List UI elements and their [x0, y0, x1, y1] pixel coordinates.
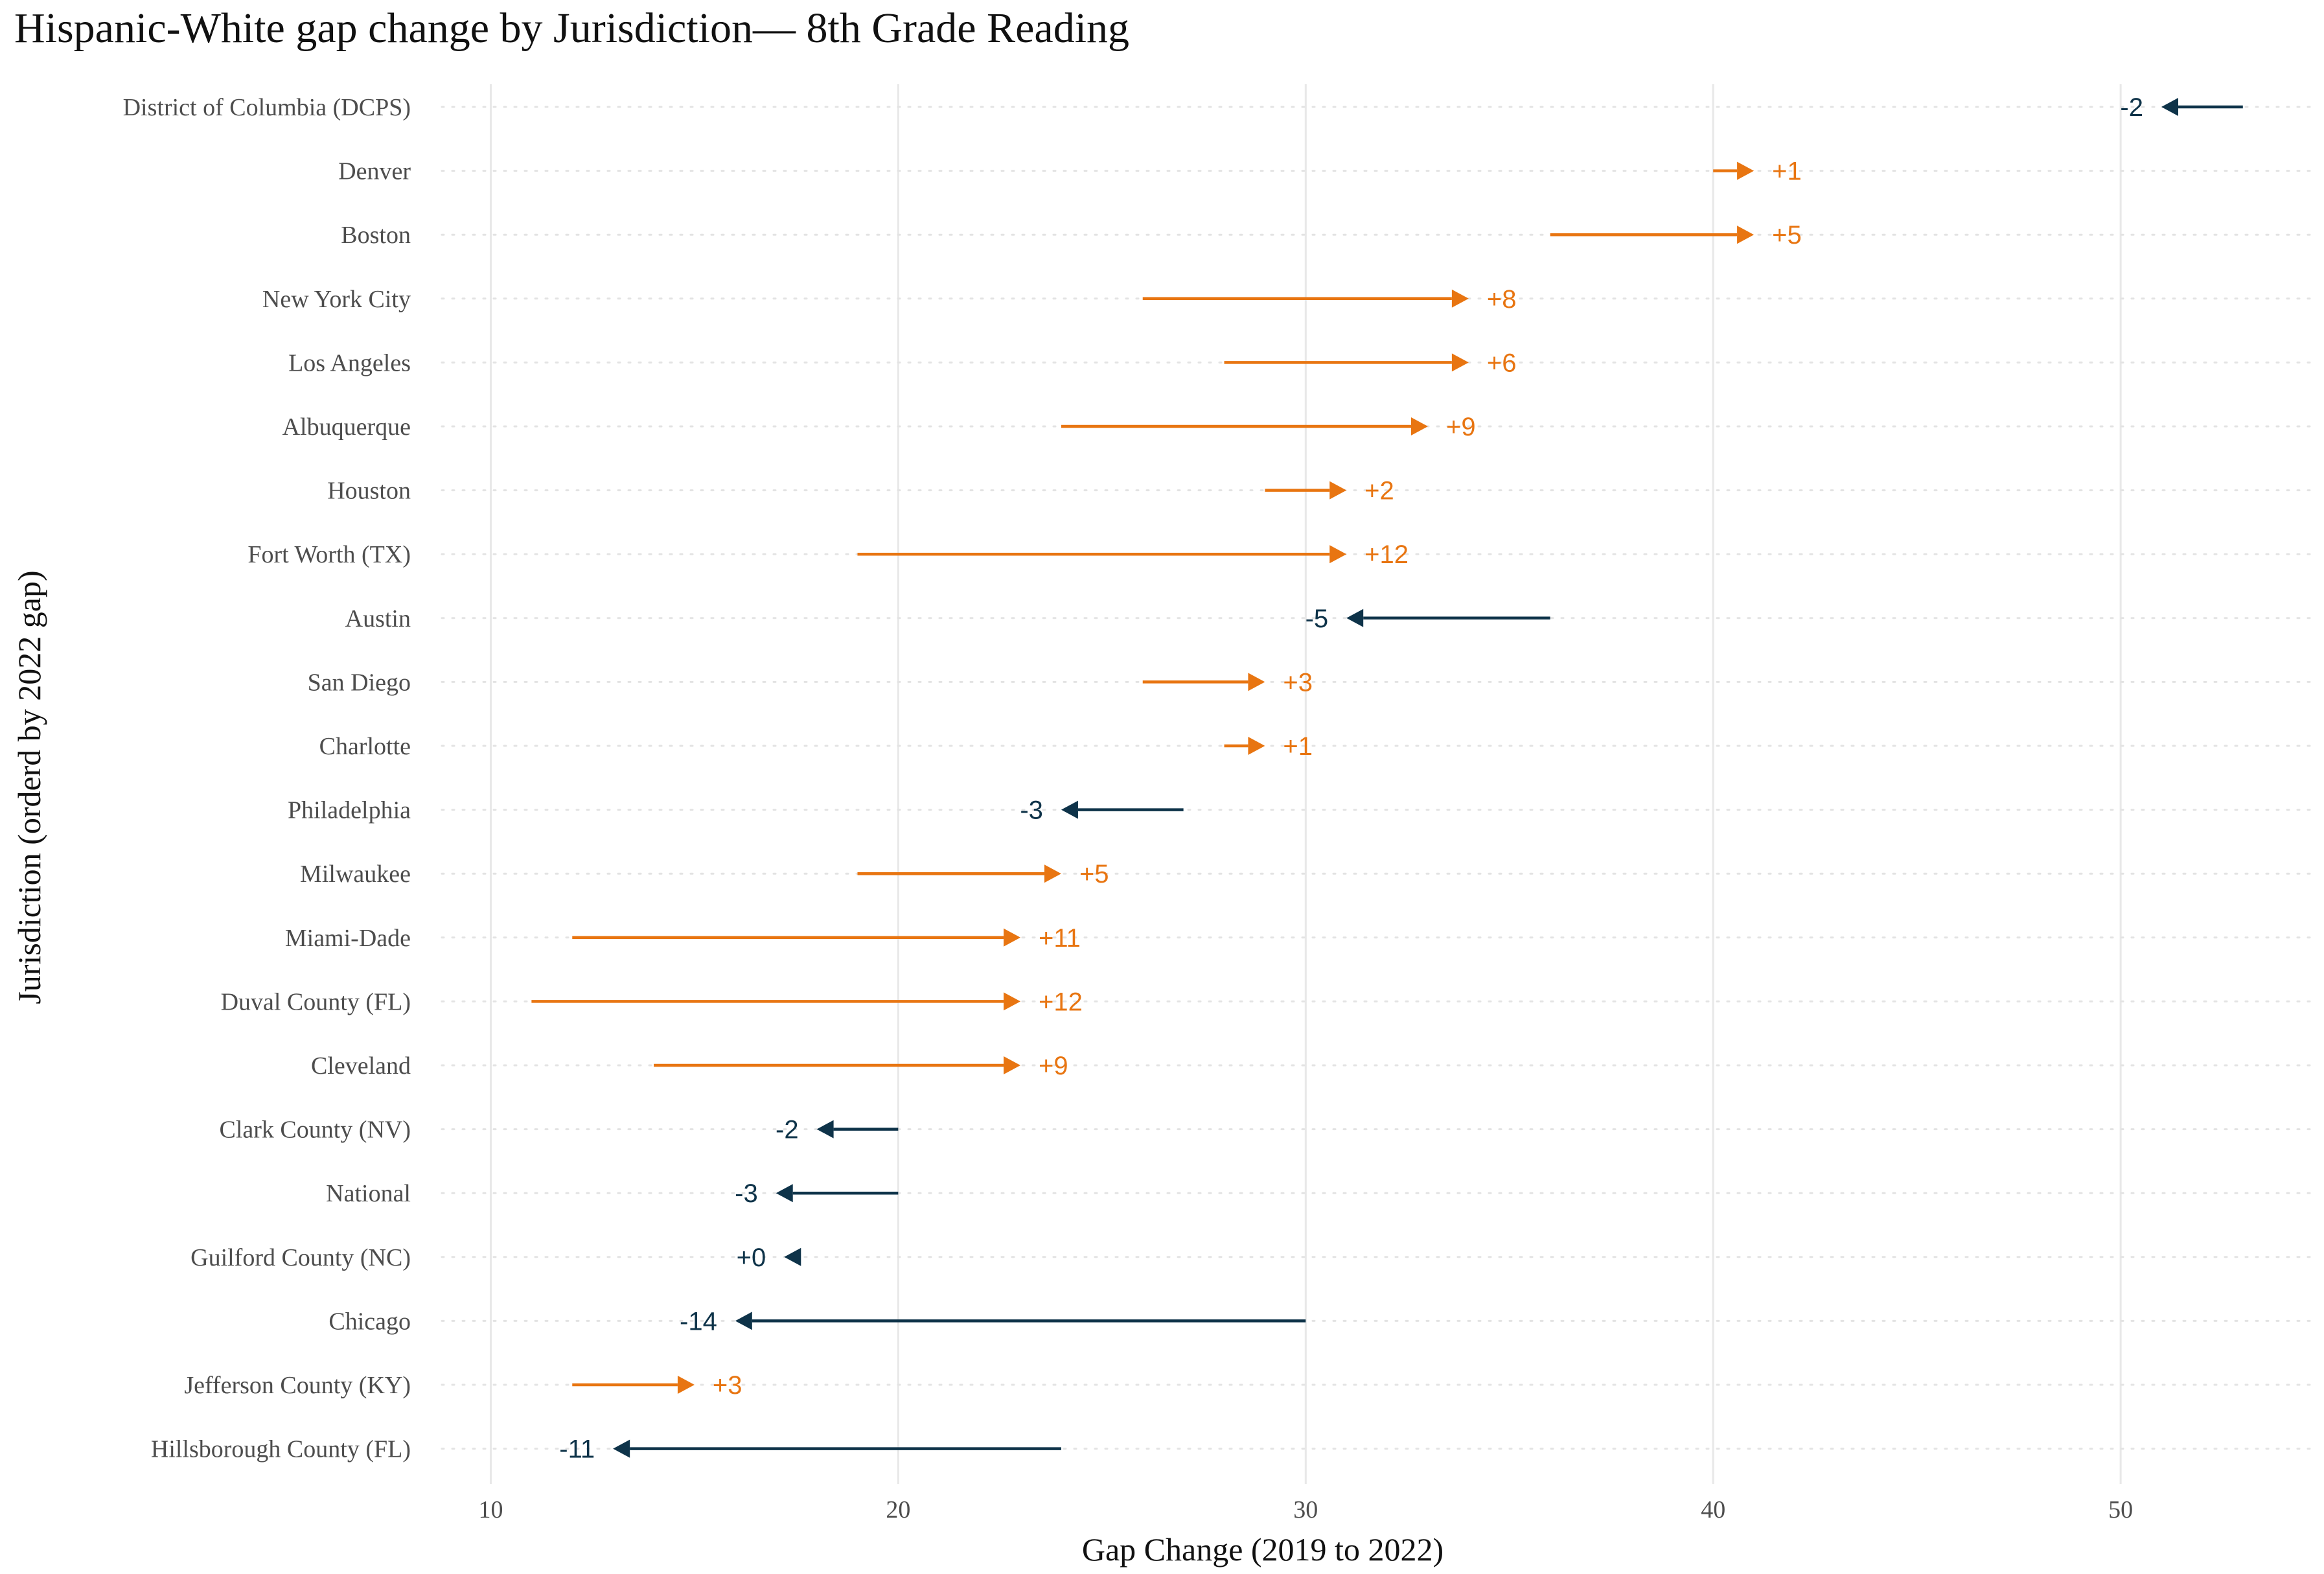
- category-label: Boston: [341, 222, 411, 249]
- category-label: Miami-Dade: [285, 925, 411, 952]
- arrow-head: [1004, 928, 1021, 947]
- chart-title: Hispanic-White gap change by Jurisdictio…: [14, 5, 1130, 52]
- x-tick-label: 10: [478, 1496, 503, 1523]
- category-label: Duval County (FL): [221, 988, 411, 1015]
- category-label: Fort Worth (TX): [247, 541, 411, 568]
- category-label: San Diego: [308, 669, 411, 696]
- change-label: +5: [1079, 860, 1109, 888]
- arrow-head: [677, 1376, 695, 1394]
- x-tick-label: 30: [1293, 1496, 1318, 1523]
- arrow-head: [1248, 737, 1265, 755]
- category-labels: District of Columbia (DCPS) Denver Boston N…: [123, 94, 411, 1463]
- change-label: +0: [737, 1244, 766, 1272]
- change-label: +1: [1772, 157, 1802, 186]
- x-axis-title: Gap Change (2019 to 2022): [1082, 1531, 1444, 1568]
- change-label: -2: [776, 1116, 799, 1144]
- arrow-head: [776, 1184, 793, 1203]
- change-label: +6: [1487, 349, 1517, 377]
- arrow-head: [1410, 417, 1428, 435]
- category-label: Chicago: [328, 1308, 411, 1335]
- category-label: Austin: [345, 605, 411, 632]
- change-label: -3: [735, 1179, 758, 1208]
- change-label: -5: [1306, 605, 1329, 633]
- grid-layer: [441, 84, 2318, 1484]
- change-label: +2: [1364, 477, 1394, 505]
- category-label: Hillsborough County (FL): [151, 1436, 411, 1463]
- change-label: -3: [1020, 796, 1043, 825]
- category-label: Milwaukee: [300, 861, 411, 888]
- arrow-head: [1004, 992, 1021, 1011]
- arrow-head: [1737, 226, 1755, 244]
- change-label: +11: [1039, 924, 1081, 953]
- change-label: -14: [680, 1307, 717, 1336]
- arrow-head: [1451, 289, 1469, 308]
- arrow-head: [613, 1439, 630, 1458]
- change-label: +3: [713, 1371, 742, 1400]
- category-label: District of Columbia (DCPS): [123, 94, 411, 121]
- arrow-head: [784, 1247, 801, 1266]
- category-label: Denver: [338, 158, 411, 185]
- change-label: +3: [1283, 668, 1313, 697]
- x-tick-labels: 10 20 30 40 50: [478, 1496, 2133, 1523]
- category-label: Philadelphia: [288, 797, 411, 824]
- change-label: +8: [1487, 285, 1517, 314]
- category-label: Los Angeles: [288, 349, 411, 376]
- change-label: +12: [1364, 540, 1409, 569]
- change-label: -11: [559, 1435, 595, 1464]
- category-label: Albuquerque: [282, 413, 411, 441]
- category-label: Guilford County (NC): [190, 1244, 411, 1271]
- arrow-head: [1061, 800, 1078, 819]
- change-label: +9: [1446, 413, 1476, 441]
- arrow-head: [1004, 1056, 1021, 1074]
- x-tick-label: 20: [886, 1496, 910, 1523]
- arrow-head: [1329, 481, 1347, 500]
- arrow-head: [1451, 353, 1469, 372]
- change-label: -2: [2120, 93, 2143, 122]
- arrow-head: [1737, 161, 1755, 180]
- arrow-head: [735, 1312, 752, 1330]
- arrow-head: [2161, 98, 2179, 116]
- arrows: [531, 98, 2243, 1458]
- change-label: +9: [1039, 1052, 1068, 1080]
- x-tick-label: 50: [2108, 1496, 2133, 1523]
- category-label: Houston: [327, 478, 411, 505]
- arrow-head: [1329, 545, 1347, 564]
- arrow-head: [1346, 608, 1364, 627]
- arrow-head: [1248, 673, 1265, 691]
- change-labels: -2 +1 +5 +8 +6 +9 +2 +12 -5 +3 +1 -3 +5 +11 +12 +9 -2 -3 +…: [559, 93, 2143, 1464]
- category-label: Clark County (NV): [219, 1117, 411, 1144]
- change-label: +5: [1772, 221, 1802, 249]
- change-label: +1: [1283, 732, 1313, 761]
- category-label: New York City: [262, 286, 411, 313]
- category-label: National: [326, 1180, 411, 1207]
- category-label: Charlotte: [319, 733, 411, 760]
- y-axis-title: Jurisdiction (orderd by 2022 gap): [11, 570, 47, 1004]
- x-tick-label: 40: [1701, 1496, 1725, 1523]
- arrow-head: [816, 1120, 834, 1139]
- category-label: Jefferson County (KY): [184, 1372, 411, 1399]
- arrow-head: [1044, 864, 1061, 883]
- category-label: Cleveland: [311, 1052, 411, 1080]
- change-label: +12: [1039, 988, 1083, 1016]
